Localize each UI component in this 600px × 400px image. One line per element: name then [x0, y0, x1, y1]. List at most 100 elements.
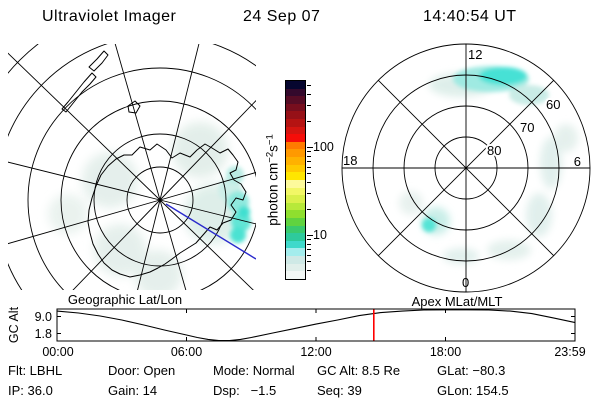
colorbar-tick-layer [307, 80, 317, 280]
mlt-label-18: 18 [343, 153, 357, 168]
map-meridian-line [8, 200, 160, 290]
status-ip: IP: 36.0 [8, 383, 53, 398]
mlt-label-6: 6 [574, 154, 581, 169]
map-meridian-line [160, 44, 256, 200]
map-meridian-line [97, 200, 160, 290]
colorbar-tick [307, 261, 311, 263]
map-meridian-line [160, 44, 223, 200]
status-door: Door: Open [108, 363, 176, 378]
colorbar-band [286, 195, 305, 203]
geographic-caption: Geographic Lat/Lon [67, 292, 183, 307]
xtick-1200: 12:00 [300, 345, 331, 359]
colorbar-tick [307, 147, 313, 148]
gc-alt-strip-chart: GC Alt 9.0 1.8 00:00 06:00 12:00 18:00 2… [7, 306, 586, 359]
colorbar-unit-prefix: photon cm [265, 162, 281, 226]
strip-ylabel: GC Alt [7, 306, 21, 343]
colorbar-tick [307, 151, 311, 153]
colorbar-band [286, 126, 305, 135]
colorbar-tick [307, 193, 311, 194]
colorbar-tick [307, 248, 311, 250]
map-meridian-line [160, 200, 232, 290]
colorbar-band [286, 96, 305, 104]
colorbar-unit-label: photon cm−2s−1 [264, 134, 281, 226]
date-display: 24 Sep 07 [243, 8, 321, 25]
mlat-label-70: 70 [520, 120, 534, 135]
colorbar-band [286, 103, 305, 112]
status-glon: GLon: 154.5 [437, 383, 509, 398]
colorbar-band [286, 271, 305, 279]
colorbar-unit-exp2: −1 [264, 134, 276, 146]
strip-chart-ticks [57, 309, 575, 341]
ytick-9: 9.0 [35, 310, 52, 324]
colorbar-band [286, 81, 305, 89]
mlt-label-0: 0 [462, 275, 469, 290]
colorbar-tick [307, 160, 311, 162]
status-glat: GLat: −80.3 [437, 363, 506, 378]
colorbar-tick [307, 105, 311, 106]
colorbar-tick [307, 166, 311, 168]
geographic-map-panel [8, 44, 256, 290]
xtick-0000: 00:00 [42, 345, 73, 359]
xtick-2359: 23:59 [554, 345, 585, 359]
ytick-1-8: 1.8 [35, 327, 52, 341]
colorbar-band [286, 248, 305, 257]
colorbar-tick [307, 254, 311, 256]
colorbar-band [286, 225, 305, 234]
gc-alt-curve [57, 310, 575, 341]
map-meridian-line [8, 200, 160, 272]
status-seq: Seq: 39 [317, 383, 362, 398]
colorbar-tick [307, 94, 311, 96]
app-title: Ultraviolet Imager [42, 8, 177, 25]
colorbar-tick-label-10: 10 [313, 228, 327, 242]
status-gcalt: GC Alt: 8.5 Re [317, 363, 401, 378]
xtick-1800: 18:00 [430, 345, 461, 359]
colorbar-band [286, 149, 305, 158]
colorbar-band [286, 263, 305, 272]
colorbar-gradient [285, 80, 306, 280]
colorbar-band [286, 240, 305, 249]
mlat-label-80: 80 [487, 143, 501, 158]
apex-polar-panel: 12 18 6 0 60 70 80 [341, 43, 591, 293]
colorbar-band [286, 187, 305, 196]
time-display: 14:40:54 UT [423, 8, 517, 25]
colorbar-tick [307, 208, 311, 210]
colorbar-tick [307, 155, 311, 157]
colorbar-band [286, 141, 305, 150]
apex-aurora-bright [422, 66, 549, 232]
colorbar-tick [307, 173, 311, 175]
map-meridian-line [160, 200, 256, 263]
colorbar-band [286, 217, 305, 226]
new-zealand-north-island [89, 51, 108, 71]
colorbar-band [286, 157, 305, 165]
spacecraft-track-line [166, 204, 256, 259]
map-meridian-line [160, 128, 256, 200]
mlt-label-12: 12 [468, 47, 482, 62]
status-dsp: Dsp: −1.5 [213, 383, 277, 398]
small-island [128, 101, 140, 113]
colorbar-band [286, 172, 305, 180]
map-meridian-line [88, 44, 160, 200]
colorbar-band [286, 179, 305, 188]
new-zealand-south-island [62, 73, 96, 112]
map-meridian-line [8, 44, 160, 200]
colorbar-tick [307, 243, 311, 245]
colorbar-band [286, 233, 305, 241]
colorbar-band [286, 210, 305, 218]
strip-chart-frame [57, 309, 575, 341]
colorbar-tick [307, 239, 311, 241]
map-latitude-circles [8, 44, 256, 290]
map-meridians [8, 44, 256, 290]
mlat-label-60: 60 [546, 97, 560, 112]
status-gain: Gain: 14 [108, 383, 158, 398]
colorbar-band [286, 119, 305, 127]
colorbar-tick [307, 182, 311, 184]
antarctica-coastline [88, 144, 246, 277]
status-flt: Flt: LBHL [8, 363, 63, 378]
colorbar-band [286, 164, 305, 173]
colorbar-band [286, 202, 305, 211]
colorbar-tick [307, 235, 313, 236]
map-meridian-line [160, 200, 256, 290]
xtick-0600: 06:00 [171, 345, 202, 359]
colorbar-tick [307, 270, 311, 272]
apex-mlt-spokes [342, 44, 590, 292]
